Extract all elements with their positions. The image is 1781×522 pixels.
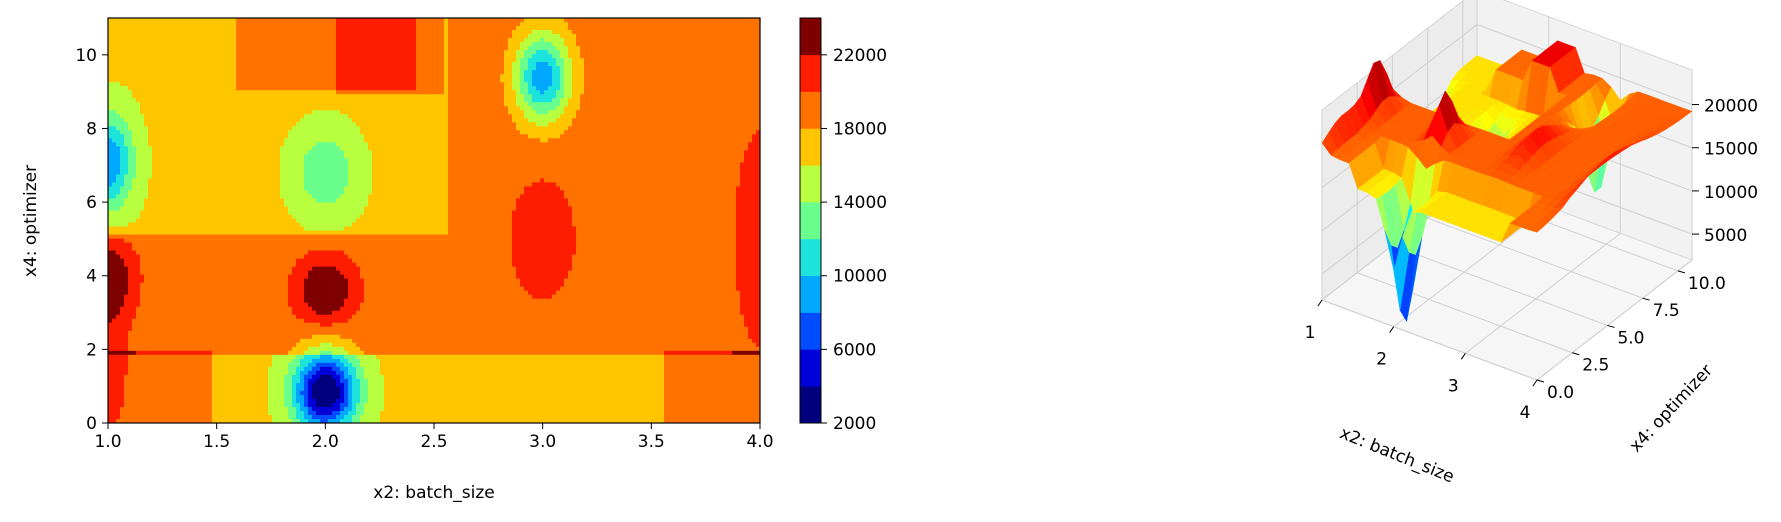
colorbar-band — [800, 349, 821, 386]
surface-3d-plot: 12340.02.55.07.510.05000100001500020000 … — [1305, 0, 1759, 487]
colorbar-tick-label: 2000 — [833, 414, 876, 434]
surface-z-tick-label: 5000 — [1704, 226, 1747, 246]
surface-y-tick-mark — [1572, 353, 1579, 355]
contour-plot: 1.0 1.5 2.0 2.5 3.0 3.5 4.0 0 2 4 6 8 10 x2: batch_… — [21, 18, 774, 503]
surface-x-tick-mark — [1461, 353, 1465, 359]
colorbar-tick-label: 10000 — [833, 267, 887, 287]
surface-y-tick-label: 10.0 — [1688, 274, 1726, 294]
surface-x-tick-label: 1 — [1305, 323, 1316, 343]
surface-y-tick-label: 7.5 — [1653, 301, 1680, 321]
contour-x-tick-label: 1.0 — [94, 432, 121, 452]
surface-y-tick-mark — [1643, 298, 1650, 300]
colorbar-tick-label: 22000 — [833, 46, 887, 66]
surface-y-tick-mark — [1537, 380, 1544, 382]
surface-z-tick-label: 15000 — [1704, 140, 1758, 160]
colorbar-band — [800, 55, 821, 92]
contour-y-tick-label: 10 — [75, 46, 97, 66]
surface-y-axis-label: x4: optimizer — [1626, 361, 1717, 457]
contour-y-tick-label: 8 — [86, 119, 97, 139]
contour-y-tick-label: 4 — [86, 267, 97, 287]
colorbar-band — [800, 92, 821, 129]
surface-x-tick-label: 2 — [1376, 350, 1387, 370]
contour-x-tick-label: 2.5 — [420, 432, 447, 452]
colorbar-band — [800, 202, 821, 239]
surface-z-tick-label: 10000 — [1704, 183, 1758, 203]
contour-x-tick-label: 1.5 — [203, 432, 230, 452]
surface-x-tick-mark — [1318, 300, 1322, 306]
surface-z-tick-label: 20000 — [1704, 97, 1758, 117]
contour-x-axis-label: x2: batch_size — [373, 483, 494, 503]
surface-x-tick-label: 3 — [1448, 376, 1459, 396]
contour-x-tick-label: 3.5 — [638, 432, 665, 452]
surface-x-tick-mark — [1390, 327, 1394, 333]
surface-y-tick-label: 0.0 — [1547, 383, 1574, 403]
contour-x-tick-label: 4.0 — [746, 432, 773, 452]
contour-y-tick-label: 2 — [86, 340, 97, 360]
colorbar-tick-label: 14000 — [833, 193, 887, 213]
colorbar-band — [800, 239, 821, 276]
colorbar-band — [800, 313, 821, 350]
colorbar-band — [800, 386, 821, 423]
colorbar-tick-label: 6000 — [833, 340, 876, 360]
surface-x-tick-label: 4 — [1520, 403, 1531, 423]
colorbar-band — [800, 18, 821, 55]
surface-y-tick-mark — [1678, 271, 1685, 273]
contour-y-axis-label: x4: optimizer — [21, 165, 41, 277]
surface-y-tick-label: 2.5 — [1582, 356, 1609, 376]
surface-x-axis-label: x2: batch_size — [1337, 423, 1457, 487]
colorbar: 2000 6000 10000 14000 18000 22000 — [800, 18, 887, 434]
colorbar-band — [800, 165, 821, 202]
colorbar-band — [800, 128, 821, 165]
surface-x-tick-mark — [1533, 380, 1537, 386]
contour-y-tick-label: 6 — [86, 193, 97, 213]
surface-y-tick-mark — [1607, 325, 1614, 327]
contour-x-tick-label: 3.0 — [529, 432, 556, 452]
surface-y-tick-label: 5.0 — [1617, 328, 1644, 348]
contour-x-tick-label: 2.0 — [312, 432, 339, 452]
colorbar-band — [800, 276, 821, 313]
colorbar-tick-label: 18000 — [833, 119, 887, 139]
contour-y-tick-label: 0 — [86, 414, 97, 434]
